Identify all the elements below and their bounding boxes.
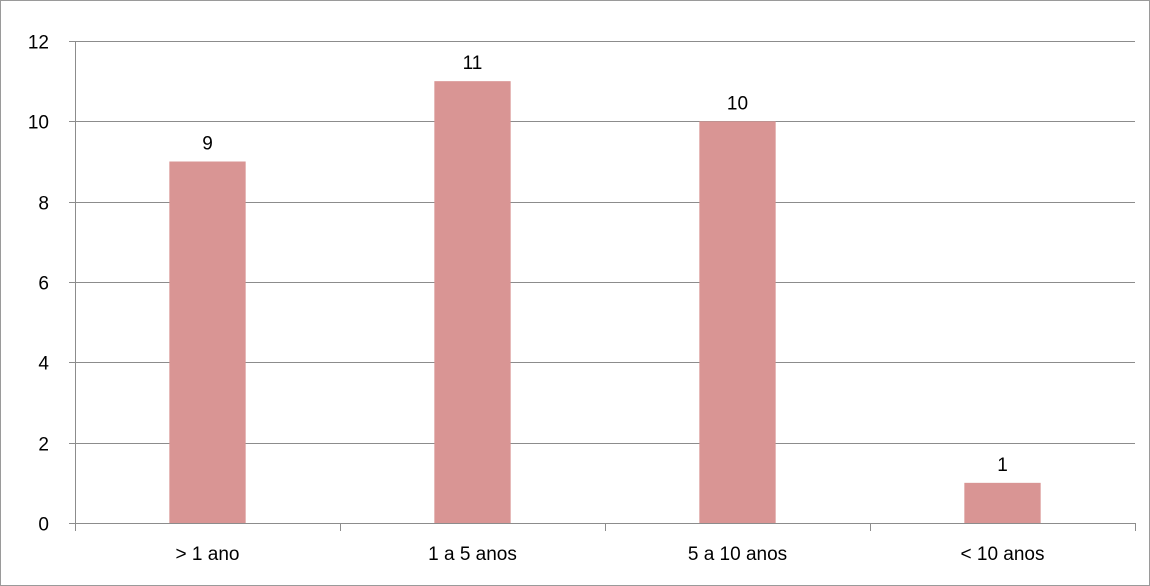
x-category-label-3: 5 a 10 anos (688, 544, 787, 565)
bar-3 (699, 121, 776, 523)
bar-4 (964, 482, 1041, 523)
bar-1 (169, 161, 246, 523)
y-tick-label: 4 (38, 354, 49, 375)
bars (169, 81, 1041, 524)
y-tick-label: 10 (28, 113, 49, 134)
axes (69, 41, 1136, 531)
x-category-label-2: 1 a 5 anos (428, 544, 517, 565)
data-label-4: 1 (997, 455, 1008, 476)
labels: 0 2 4 6 8 10 12 9 > 1 ano 11 1 a 5 anos 10 5 a 10 an… (28, 33, 1045, 566)
data-label-1: 9 (202, 134, 213, 155)
y-tick-label: 6 (38, 274, 49, 295)
data-label-3: 10 (727, 93, 748, 114)
x-category-label-1: > 1 ano (176, 544, 240, 565)
data-label-2: 11 (463, 53, 483, 74)
y-tick-label: 8 (38, 194, 49, 215)
y-tick-label: 12 (28, 33, 49, 54)
y-tick-label: 0 (38, 515, 49, 536)
bar-2 (434, 81, 511, 524)
y-tick-label: 2 (38, 435, 49, 456)
gridlines (75, 41, 1135, 444)
x-category-label-4: < 10 anos (961, 544, 1045, 565)
